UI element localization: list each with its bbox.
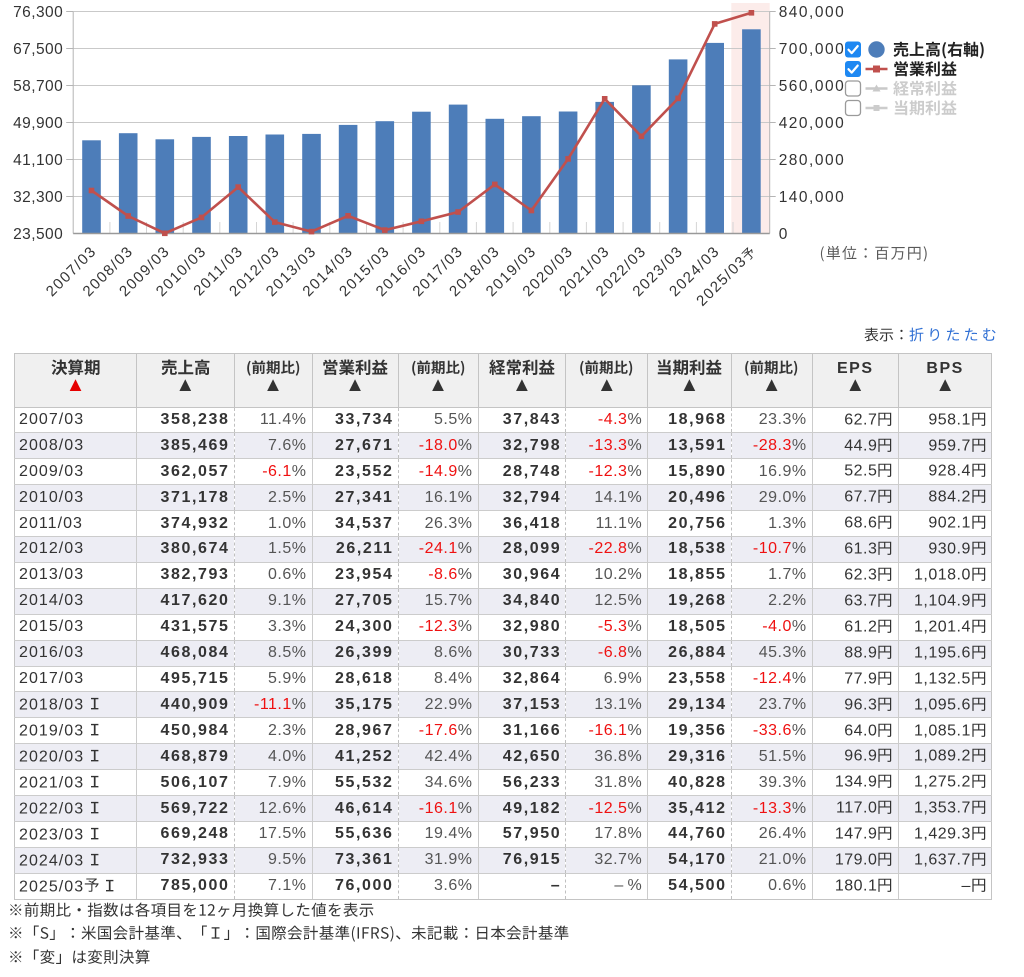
svg-text:67,500: 67,500: [13, 41, 63, 58]
svg-text:420,000: 420,000: [779, 115, 846, 132]
svg-text:0: 0: [779, 226, 789, 243]
svg-text:76,300: 76,300: [13, 4, 63, 21]
svg-text:49,900: 49,900: [13, 115, 63, 132]
svg-text:41,100: 41,100: [13, 152, 63, 169]
svg-text:32,300: 32,300: [13, 189, 63, 206]
svg-text:140,000: 140,000: [779, 189, 846, 206]
svg-text:58,700: 58,700: [13, 78, 63, 95]
svg-text:560,000: 560,000: [779, 78, 846, 95]
svg-text:700,000: 700,000: [779, 41, 846, 58]
svg-text:280,000: 280,000: [779, 152, 846, 169]
svg-text:840,000: 840,000: [779, 4, 846, 21]
svg-text:23,500: 23,500: [13, 226, 63, 243]
